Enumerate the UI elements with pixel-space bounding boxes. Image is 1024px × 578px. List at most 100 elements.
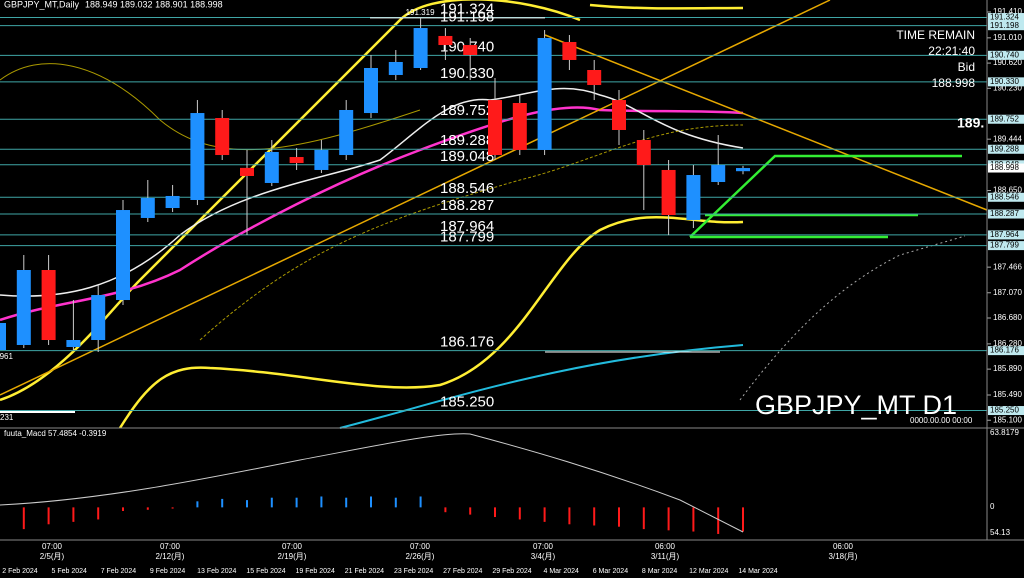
session-date: 3/11(月) (651, 552, 680, 561)
candle-body (314, 149, 329, 170)
session-date: 2/5(月) (40, 552, 65, 561)
macd-bar (543, 507, 546, 522)
level-axis-label: 189.288 (990, 144, 1019, 153)
macd-axis-label: 0 (990, 502, 995, 511)
level-label: 191.198 (440, 9, 494, 26)
session-time: 06:00 (833, 542, 854, 551)
envelope (0, 63, 421, 151)
macd-bar (246, 500, 248, 508)
level-axis-label: 187.964 (990, 230, 1019, 239)
y-tick-label: 186.280 (993, 339, 1022, 348)
macd-axis-label: 54.13 (990, 528, 1011, 537)
y-tick-label: 188.650 (993, 186, 1022, 195)
level-axis-label: 190.740 (990, 50, 1019, 59)
x-tick-label: 4 Mar 2024 (543, 568, 579, 575)
macd-signal (0, 433, 744, 533)
candle-body (339, 109, 354, 156)
macd-bar (22, 507, 25, 530)
level-label: 191.324 (440, 1, 494, 18)
candle-body (0, 322, 6, 351)
macd-bar (568, 507, 571, 525)
level-label: 189.752 (440, 102, 494, 119)
level-label: 189.288 (440, 132, 494, 149)
macd-bar (593, 507, 596, 526)
x-tick-label: 27 Feb 2024 (443, 568, 482, 575)
level-label: 189.048 (440, 148, 494, 165)
trend-line (544, 34, 988, 211)
session-time: 07:00 (160, 542, 181, 551)
levels: 191.324191.198190.740190.330189.752189.2… (0, 1, 987, 412)
axis: 191.410 191.010 190.620 190.230 189.444 188.6… (987, 7, 1024, 424)
level-label: 188.287 (440, 197, 494, 214)
macd-bar (97, 507, 100, 520)
y-tick-label: 191.410 (993, 7, 1022, 16)
session-date: 2/12(月) (156, 552, 185, 561)
candle-body (711, 164, 726, 183)
bid-axis-label: 188.998 (990, 163, 1019, 172)
candle-body (91, 295, 106, 341)
x-tick-label: 6 Mar 2024 (593, 568, 629, 575)
candle-body (636, 140, 651, 165)
level-axis-label: 189.752 (990, 114, 1019, 123)
candle-body (41, 269, 56, 341)
session-date: 2/26(月) (406, 552, 435, 561)
x-tick-label: 23 Feb 2024 (394, 568, 433, 575)
macd-bar (370, 496, 372, 508)
session-date: 3/18(月) (829, 552, 858, 561)
level-box (988, 13, 1024, 23)
level-label: 188.546 (440, 180, 494, 197)
macd-bar (171, 507, 174, 509)
y-tick-label: 190.230 (993, 83, 1022, 92)
macd-bar (469, 507, 472, 515)
macd-bar (444, 507, 447, 513)
session-time: 06:00 (655, 542, 676, 551)
x-tick-label: 9 Feb 2024 (150, 568, 186, 575)
watermark: GBPJPY_MT D1 (755, 390, 957, 420)
candles (0, 17, 750, 352)
candle-body (463, 45, 478, 55)
macd-bar (642, 507, 645, 530)
macd-axis-label: 63.8179 (990, 428, 1019, 437)
session-time: 07:00 (533, 542, 554, 551)
level-box (988, 192, 1024, 202)
x-tick-label: 15 Feb 2024 (246, 568, 285, 575)
macd-bar (320, 496, 323, 508)
y-tick-label: 191.010 (993, 33, 1022, 42)
cloud (739, 235, 966, 401)
moving-average (0, 87, 744, 297)
level-axis-label: 187.799 (990, 241, 1019, 250)
candle-body (686, 175, 701, 220)
time-remain-label: TIME REMAIN (896, 28, 975, 42)
candle-body (612, 100, 626, 130)
chart-title: GBPJPY_MT,Daily (4, 0, 80, 9)
time-remain: 22:21:40 (928, 44, 975, 58)
candle-body (16, 269, 31, 345)
macd-bar (618, 507, 620, 527)
macd-bar (394, 497, 397, 508)
candle-body (661, 169, 676, 216)
session-date: 3/4(月) (531, 552, 556, 561)
level-label: 185.250 (440, 393, 494, 410)
macd (22, 496, 744, 534)
macd-bar (692, 507, 695, 532)
x-tick-label: 8 Mar 2024 (642, 568, 678, 575)
macd-bar (667, 507, 670, 531)
level-label: 186.176 (440, 334, 494, 351)
macd-bar (295, 497, 298, 508)
bid-box (988, 163, 1024, 173)
level-label: 187.799 (440, 229, 494, 246)
y-tick-label: 189.444 (993, 134, 1022, 143)
channel (689, 154, 962, 239)
macd-bar (345, 497, 348, 508)
level-label: 187.964 (440, 218, 494, 235)
x-tick-label: 19 Feb 2024 (296, 568, 335, 575)
macd-bar (221, 498, 224, 508)
macd-bar (72, 507, 75, 522)
candle-body (438, 35, 453, 46)
session-time: 07:00 (42, 542, 63, 551)
x-tick-label: 7 Feb 2024 (101, 568, 137, 575)
left-value: 231 (0, 413, 14, 422)
candle-body (736, 168, 750, 172)
